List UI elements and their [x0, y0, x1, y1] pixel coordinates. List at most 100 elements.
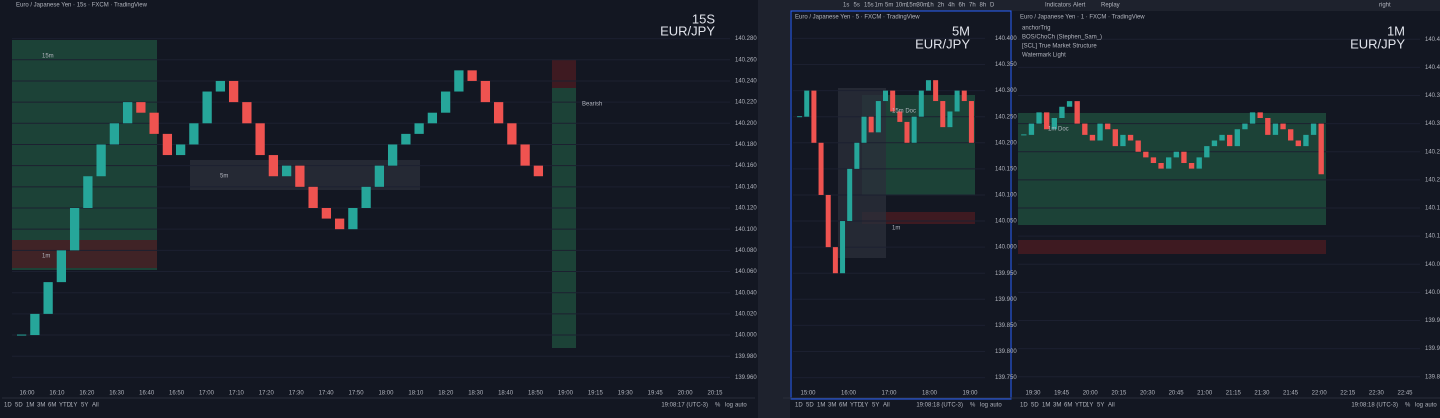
interval-button[interactable]: 2h [938, 3, 945, 9]
interval-button[interactable]: 5s [854, 3, 860, 9]
time-label: 17:20 [259, 391, 275, 397]
range-button[interactable]: 1M [26, 403, 34, 409]
interval-button[interactable]: 6h [959, 3, 966, 9]
price-label: 140.220 [735, 100, 757, 106]
time-label: 16:20 [79, 391, 95, 397]
range-button[interactable]: 5D [15, 403, 23, 409]
candle [96, 144, 106, 177]
watermark-timeframe: 15S [692, 11, 715, 26]
toolbar-button[interactable]: right [1379, 3, 1391, 9]
candle [1166, 157, 1172, 169]
toolbar-button[interactable]: Replay [1101, 3, 1120, 9]
candle [904, 121, 910, 143]
toolbar-button[interactable]: Alert [1073, 3, 1086, 9]
candle [401, 133, 411, 145]
range-button[interactable]: YTD [1075, 403, 1088, 409]
interval-button[interactable]: D [990, 3, 995, 9]
candle [69, 208, 80, 251]
range-button[interactable]: All [92, 403, 99, 409]
axis-button[interactable]: auto [1425, 403, 1437, 409]
range-button[interactable]: 1Y [70, 403, 77, 409]
interval-button[interactable]: 30m [917, 3, 929, 9]
price-label: 140.150 [995, 166, 1017, 172]
range-button[interactable]: YTD [850, 403, 863, 409]
zone [12, 40, 157, 270]
axis-button[interactable]: log [980, 403, 988, 409]
range-button[interactable]: 6M [48, 403, 56, 409]
range-button[interactable]: 1D [795, 403, 803, 409]
axis-button[interactable]: % [715, 403, 721, 409]
axis-button[interactable]: % [970, 403, 976, 409]
zone [1018, 240, 1326, 254]
toolbar-button[interactable]: Indicators [1045, 3, 1071, 9]
axis-button[interactable]: log [1415, 403, 1423, 409]
candle [162, 133, 173, 156]
time-label: 20:45 [1169, 391, 1185, 397]
candle [493, 102, 504, 124]
range-button[interactable]: YTD [59, 403, 72, 409]
price-label: 140.040 [735, 290, 757, 296]
price-label: 139.850 [1425, 374, 1440, 380]
range-button[interactable]: 5Y [1097, 403, 1104, 409]
candle [175, 144, 186, 156]
interval-button[interactable]: 1s [843, 3, 849, 9]
time-label: 19:30 [618, 391, 634, 397]
candle [348, 208, 358, 230]
candle [427, 112, 438, 124]
range-button[interactable]: 1Y [1086, 403, 1093, 409]
interval-button[interactable]: 5m [885, 3, 893, 9]
axis-button[interactable]: auto [990, 403, 1002, 409]
axis-button[interactable]: % [1405, 403, 1411, 409]
range-button[interactable]: 3M [828, 403, 836, 409]
candle [374, 165, 385, 187]
axis-button[interactable]: log [725, 403, 733, 409]
interval-button[interactable]: 1m [875, 3, 883, 9]
candle [414, 123, 424, 134]
interval-button[interactable]: 4h [948, 3, 955, 9]
range-button[interactable]: 1D [1020, 403, 1028, 409]
candle [1036, 112, 1042, 124]
candle [1181, 151, 1187, 163]
time-label: 16:50 [169, 391, 185, 397]
range-button[interactable]: 6M [1064, 403, 1072, 409]
range-button[interactable]: 1Y [861, 403, 868, 409]
candle [149, 112, 159, 134]
candle [334, 218, 345, 230]
axis-button[interactable]: auto [735, 403, 747, 409]
candle [109, 123, 120, 145]
zone-label: 1m Doc [1048, 127, 1069, 133]
price-label: 139.750 [995, 375, 1017, 381]
interval-button[interactable]: 7h [969, 3, 976, 9]
candle [1150, 157, 1157, 163]
interval-button[interactable]: 10m [896, 3, 908, 9]
candle [875, 101, 881, 133]
range-button[interactable]: 5Y [872, 403, 879, 409]
interval-button[interactable]: 15s [864, 3, 874, 9]
candle [361, 186, 371, 208]
range-button[interactable]: 1M [817, 403, 825, 409]
time-label: 21:00 [1197, 391, 1213, 397]
range-button[interactable]: 5D [1031, 403, 1039, 409]
price-label: 139.950 [995, 271, 1017, 277]
range-button[interactable]: 1M [1042, 403, 1050, 409]
range-button[interactable]: 1D [4, 403, 12, 409]
indicator: anchorTrig [1022, 26, 1050, 32]
interval-button[interactable]: 1h [927, 3, 934, 9]
interval-button[interactable]: 8h [980, 3, 987, 9]
range-button[interactable]: All [1108, 403, 1115, 409]
time-label: 17:50 [349, 391, 365, 397]
price-label: 140.150 [1425, 206, 1440, 212]
range-button[interactable]: 5Y [81, 403, 88, 409]
time-label: 18:40 [498, 391, 514, 397]
candle [1227, 134, 1233, 147]
price-label: 140.200 [1425, 177, 1440, 183]
indicator: Watermark Light [1022, 53, 1066, 59]
range-button[interactable]: 5D [806, 403, 814, 409]
candle [854, 142, 860, 169]
range-button[interactable]: 6M [839, 403, 847, 409]
range-button[interactable]: 3M [1053, 403, 1061, 409]
range-button[interactable]: All [883, 403, 890, 409]
range-button[interactable]: 3M [37, 403, 45, 409]
interval-button[interactable]: 15m [906, 3, 918, 9]
candle [825, 194, 831, 248]
